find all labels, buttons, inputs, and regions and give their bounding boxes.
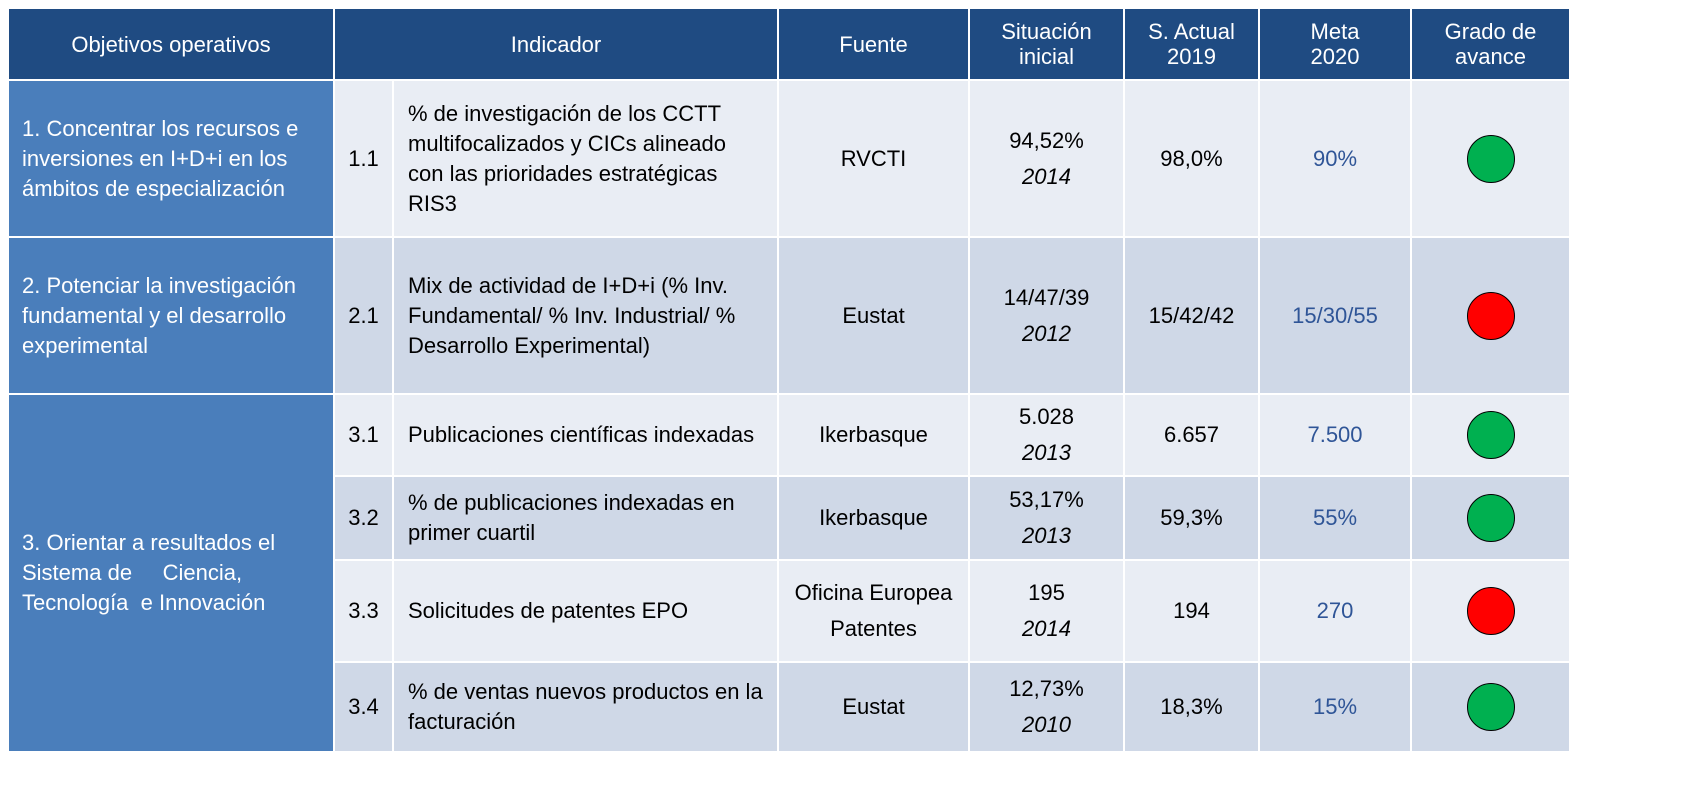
initial-value: 12,73% [1009,676,1084,701]
source: Oficina Europea Patentes [777,559,970,663]
progress [1410,393,1571,477]
initial-year: 2010 [1022,712,1071,737]
header-cell: S. Actual 2019 [1123,7,1260,81]
initial-situation: 14/47/39 2012 [968,236,1125,395]
indicator: % de publicaciones indexadas en primer c… [392,475,779,561]
actual-2019: 18,3% [1123,661,1260,753]
table-row: 3. Orientar a resultados el Sistema de C… [7,393,1571,753]
initial-situation: 53,17% 2013 [968,475,1125,561]
progress [1410,236,1571,395]
indicator: Solicitudes de patentes EPO [392,559,779,663]
header-text: Objetivos operativos [71,31,271,57]
source: Ikerbasque [777,393,970,477]
progress [1410,475,1571,561]
initial-situation: 94,52% 2014 [968,79,1125,238]
initial-value: 195 [1028,580,1065,605]
header-row: Objetivos operativos Indicador Fuente Situa… [7,7,1571,81]
initial-value: 53,17% [1009,487,1084,512]
indicator-id: 3.4 [333,661,394,753]
indicator-id: 3.2 [333,475,394,561]
header-text: Fuente [839,31,908,57]
target-2020: 90% [1258,79,1412,238]
table-row: 3.3 Solicitudes de patentes EPO Oficina Eu… [8,559,1571,663]
status-dot [1466,134,1515,183]
source: Eustat [777,661,970,753]
header-text: S. Actual [1148,19,1235,44]
indicator: % de ventas nuevos productos en la factu… [392,661,779,753]
source: Eustat [777,236,970,395]
status-dot [1466,411,1515,459]
initial-situation: 5.028 2013 [968,393,1125,477]
header-text: Situación [1001,19,1092,44]
objective: 3. Orientar a resultados el Sistema de C… [7,393,335,753]
header-cell: Indicador [333,7,779,81]
progress [1410,79,1571,238]
actual-2019: 6.657 [1123,393,1260,477]
header-cell: Situación inicial [968,7,1125,81]
table-row: 2. Potenciar la investigación fundamenta… [7,236,1571,395]
initial-year: 2013 [1022,523,1071,548]
indicator-id: 3.3 [333,559,394,663]
target-2020: 15/30/55 [1258,236,1412,395]
indicator-id: 2.1 [333,236,394,395]
table-row: 3.2% de publicaciones indexadas en prime… [8,475,1571,561]
table-row: 3.4% de ventas nuevos productos en la fa… [8,661,1571,753]
indicator: Mix de actividad de I+D+i (% Inv. Fundam… [392,236,779,395]
header-text: inicial [1018,44,1075,69]
header-text: 2019 [1167,44,1216,69]
indicator-id: 3.1 [333,393,394,477]
source: Ikerbasque [777,475,970,561]
progress [1410,661,1571,753]
header-cell: Grado de avance [1410,7,1571,81]
status-dot [1466,494,1515,542]
initial-value: 5.028 [1018,404,1075,429]
indicator: Publicaciones científicas indexadas [392,393,779,477]
target-2020: 15% [1258,661,1412,753]
target-2020: 7.500 [1258,393,1412,477]
initial-value: 94,52% [1009,127,1084,153]
header-text: Indicador [510,31,602,57]
target-2020: 270 [1258,559,1412,663]
initial-year: 2013 [1022,440,1071,465]
table-body: 1. Concentrar los recursos e inversiones… [7,79,1571,753]
table-row: 1. Concentrar los recursos e inversiones… [7,79,1571,238]
initial-value: 14/47/39 [1003,284,1090,310]
source: RVCTI [777,79,970,238]
objective: 2. Potenciar la investigación fundamenta… [7,236,335,395]
status-dot [1466,683,1515,731]
progress [1410,559,1571,663]
header-text: Grado de [1444,19,1537,44]
indicator-id: 1.1 [333,79,394,238]
objective: 1. Concentrar los recursos e inversiones… [7,79,335,238]
initial-situation: 12,73% 2010 [968,661,1125,753]
header-text: Meta [1310,19,1360,44]
status-dot [1466,587,1515,635]
header-text: 2020 [1310,44,1360,69]
header-cell: Fuente [777,7,970,81]
header-cell: Meta 2020 [1258,7,1412,81]
header-text: avance [1455,44,1526,69]
initial-situation: 195 2014 [968,559,1125,663]
actual-2019: 98,0% [1123,79,1260,238]
actual-2019: 15/42/42 [1123,236,1260,395]
status-dot [1466,291,1515,340]
initial-year: 2014 [1022,616,1071,641]
actual-2019: 59,3% [1123,475,1260,561]
indicator: % de investigación de los CCTT multifoca… [392,79,779,238]
initial-year: 2012 [1022,320,1071,346]
actual-2019: 194 [1123,559,1260,663]
progress-table: Objetivos operativos Indicador Fuente Situa… [7,7,1571,753]
target-2020: 55% [1258,475,1412,561]
initial-year: 2014 [1022,163,1071,189]
header-cell: Objetivos operativos [7,7,335,81]
